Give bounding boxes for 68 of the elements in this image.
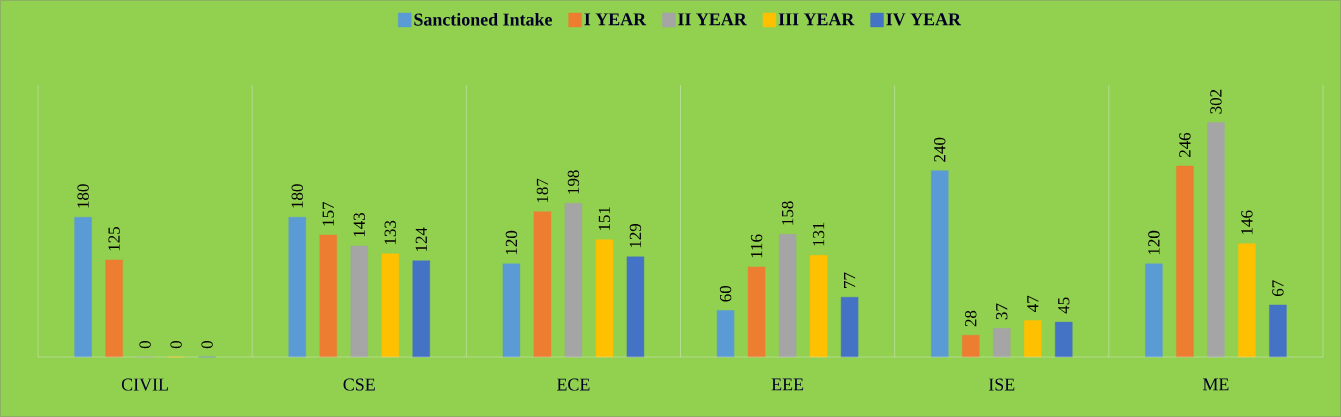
bar [412,260,430,358]
bar [533,211,552,358]
bar [716,310,735,358]
data-label: 124 [415,227,427,252]
data-label: 180 [77,184,89,208]
bar [319,234,337,358]
bar [809,255,828,358]
data-label: 28 [965,310,977,327]
data-label: 0 [139,340,151,349]
bar [564,203,583,358]
bar [993,328,1011,358]
data-label: 116 [750,234,763,258]
bar [1024,320,1042,358]
bar [105,259,123,358]
bar [626,256,645,358]
data-label: 146 [1241,210,1253,234]
data-label: 131 [812,222,825,246]
bar [502,263,521,358]
data-label: 157 [322,201,334,226]
x-tick-label: CSE [343,378,375,391]
data-label: 151 [598,207,611,231]
legend-label: Sanctioned Intake [414,13,552,26]
legend-label: IV YEAR [886,13,962,26]
bar [1238,243,1256,358]
bar [778,234,797,358]
bar [381,253,399,358]
data-label: 77 [844,272,856,288]
bar [350,245,368,358]
data-label: 60 [719,285,732,302]
data-label: 45 [1058,297,1070,314]
bar [1176,165,1194,358]
data-label: 120 [505,230,518,255]
data-label: 67 [1272,280,1284,297]
data-label: 302 [1210,89,1222,114]
bar [747,266,766,358]
bar [1269,304,1287,358]
data-label: 180 [291,184,303,208]
bar [74,217,92,358]
data-label: 187 [536,178,549,203]
x-tick-label: EEE [771,378,804,391]
bar [931,170,949,358]
bar [840,297,859,358]
data-label: 125 [108,227,120,251]
x-tick-label: CIVIL [121,378,168,391]
data-label: 0 [170,340,182,349]
data-label: 120 [1148,230,1160,255]
bar [288,217,306,358]
x-tick-label: ISE [988,378,1015,391]
legend-label: II YEAR [678,13,747,26]
data-label: 129 [629,223,642,248]
data-label: 198 [567,170,580,194]
data-label: 37 [996,303,1008,320]
data-label: 240 [934,137,946,162]
bar [1055,321,1073,358]
x-tick-label: ME [1202,378,1229,391]
legend-label: III YEAR [778,13,855,26]
legend-label: I YEAR [584,13,647,26]
bar [595,239,614,358]
data-label: 47 [1027,295,1039,312]
data-label: 0 [201,340,213,349]
data-label: 133 [384,220,396,245]
data-label: 158 [781,201,794,225]
x-tick-label: ECE [557,378,590,391]
bar [1207,122,1225,358]
bar [1145,263,1163,358]
data-label: 246 [1179,132,1191,158]
data-label: 143 [353,213,365,237]
bar [962,335,980,358]
